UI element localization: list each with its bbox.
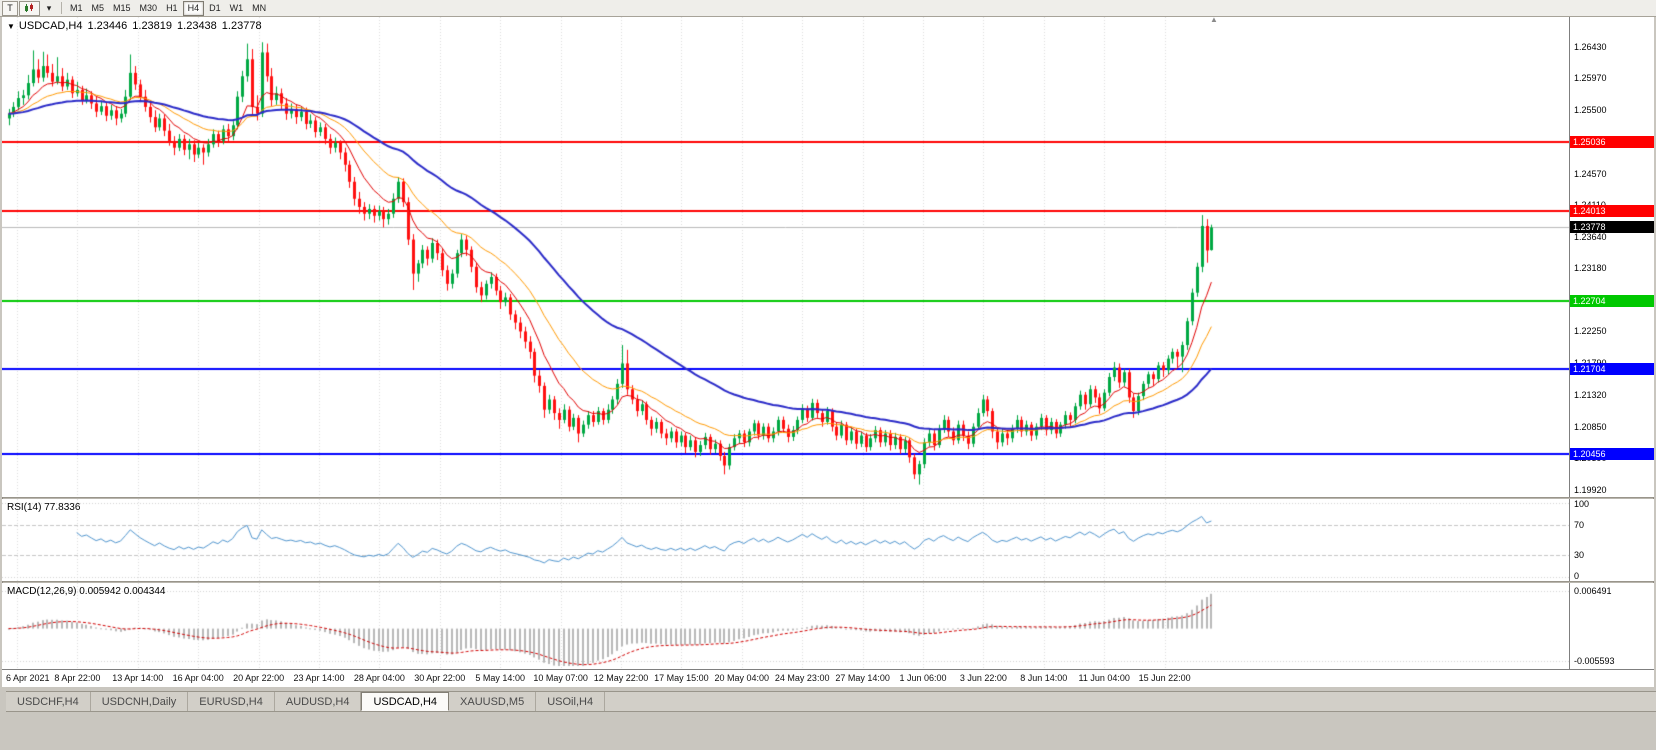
rsi-label: RSI(14) 77.8336 — [7, 502, 81, 513]
ohlc-open: 1.23446 — [87, 20, 128, 32]
chart-title: ▼ USDCAD,H4 1.23446 1.23819 1.23438 1.23778 — [7, 20, 262, 32]
timeframe-button-m30[interactable]: M30 — [139, 3, 158, 13]
rsi-tick: 100 — [1574, 499, 1590, 509]
price-chart-canvas[interactable] — [2, 17, 1569, 497]
main-price-pane: ▼ USDCAD,H4 1.23446 1.23819 1.23438 1.23778 ▲… — [2, 17, 1654, 497]
chart-menu-caret-icon[interactable]: ▼ — [7, 22, 15, 31]
macd-axis[interactable]: 0.006491 -0.005593 — [1569, 583, 1654, 669]
price-axis[interactable]: 1.264301.259701.255001.250301.245701.241… — [1569, 17, 1654, 497]
pane-splitter[interactable] — [2, 497, 1654, 499]
time-tick: 27 May 14:00 — [835, 673, 890, 683]
time-tick: 1 Jun 06:00 — [899, 673, 947, 683]
timeframe-toolbar: M1 M5 M15 M30 H1 H4 D1 W1 MN — [66, 0, 270, 16]
time-tick: 20 May 04:00 — [714, 673, 770, 683]
hline-price-badge: 1.21704 — [1570, 362, 1654, 375]
price-tick: 1.25500 — [1574, 105, 1607, 116]
chart-symbol-period: USDCAD,H4 — [18, 20, 83, 32]
timeframe-button-m1[interactable]: M1 — [70, 3, 83, 13]
chart-tabs-region: USDCHF,H4 USDCNH,Daily EURUSD,H4 AUDUSD,H4 U… — [0, 691, 1656, 712]
time-tick: 11 Jun 04:00 — [1078, 673, 1130, 683]
hline-price-badge: 1.20456 — [1570, 447, 1654, 460]
timeframe-button-m5[interactable]: M5 — [91, 3, 105, 13]
time-tick: 10 May 07:00 — [533, 673, 588, 683]
rsi-pane: RSI(14) 77.8336 100 70 30 0 — [2, 499, 1654, 581]
macd-plot-area[interactable]: MACD(12,26,9) 0.005942 0.004344 — [2, 583, 1569, 669]
time-tick: 8 Apr 22:00 — [54, 673, 101, 683]
time-tick: 15 Jun 22:00 — [1138, 673, 1191, 683]
chart-tool-button[interactable]: T — [2, 0, 18, 16]
price-tick: 1.22250 — [1574, 326, 1607, 337]
time-tick: 30 Apr 22:00 — [414, 673, 466, 683]
timeframe-button-h4[interactable]: H4 — [182, 0, 205, 16]
candlestick-icon — [25, 3, 33, 12]
macd-tick: -0.005593 — [1574, 656, 1615, 666]
time-tick: 23 Apr 14:00 — [293, 673, 345, 683]
chart-tab-eurusd[interactable]: EURUSD,H4 — [188, 692, 275, 711]
chart-toolbar: T ▾ M1 M5 M15 M30 H1 H4 D1 W1 MN — [0, 0, 1656, 17]
timeframe-button-m15[interactable]: M15 — [113, 3, 131, 13]
rsi-tick: 70 — [1574, 520, 1585, 531]
time-axis[interactable]: 6 Apr 2021 8 Apr 22:00 13 Apr 14:00 16 Apr … — [2, 669, 1654, 687]
price-tick: 1.19920 — [1574, 484, 1607, 495]
macd-tick: 0.006491 — [1574, 586, 1612, 596]
hline-price-badge: 1.25036 — [1570, 135, 1654, 148]
time-tick: 3 Jun 22:00 — [959, 673, 1007, 683]
time-tick: 5 May 14:00 — [475, 673, 525, 683]
chart-tab-bar: USDCHF,H4 USDCNH,Daily EURUSD,H4 AUDUSD,H4 U… — [6, 691, 1656, 712]
macd-label: MACD(12,26,9) 0.005942 0.004344 — [7, 586, 166, 597]
ohlc-close: 1.23778 — [221, 20, 262, 32]
time-tick: 12 May 22:00 — [593, 673, 649, 683]
price-tick: 1.24570 — [1574, 168, 1607, 179]
macd-canvas[interactable] — [2, 583, 1569, 669]
ohlc-high: 1.23819 — [132, 20, 173, 32]
price-tick: 1.23640 — [1574, 231, 1607, 242]
chart-tab-xauusd[interactable]: XAUUSD,M5 — [449, 692, 537, 711]
price-tick: 1.20850 — [1574, 421, 1607, 432]
hline-price-badge: 1.24013 — [1570, 205, 1654, 218]
rsi-canvas[interactable] — [2, 499, 1569, 581]
timeframe-button-mn[interactable]: MN — [252, 3, 267, 13]
timeframe-button-w1[interactable]: W1 — [229, 3, 244, 13]
time-tick: 16 Apr 04:00 — [172, 673, 224, 683]
time-tick: 24 May 23:00 — [774, 673, 830, 683]
chart-tab-usdcad[interactable]: USDCAD,H4 — [361, 692, 450, 711]
rsi-plot-area[interactable]: RSI(14) 77.8336 — [2, 499, 1569, 581]
chart-tab-usdchf[interactable]: USDCHF,H4 — [6, 692, 91, 711]
chart-tab-usoil[interactable]: USOil,H4 — [536, 692, 606, 711]
rsi-axis[interactable]: 100 70 30 0 — [1569, 499, 1654, 581]
rsi-tick: 0 — [1574, 571, 1580, 581]
time-tick: 17 May 15:00 — [654, 673, 709, 683]
chart-tab-usdcnh[interactable]: USDCNH,Daily — [91, 692, 189, 711]
timeframe-button-h1[interactable]: H1 — [166, 3, 178, 13]
hline-price-badge: 1.22704 — [1570, 294, 1654, 307]
price-tick: 1.25970 — [1574, 73, 1607, 84]
toolbar-separator — [61, 2, 62, 14]
chart-tab-audusd[interactable]: AUDUSD,H4 — [275, 692, 362, 711]
price-tick: 1.24110 — [1574, 200, 1606, 210]
time-tick: 13 Apr 14:00 — [112, 673, 164, 683]
price-tick: 1.23180 — [1574, 263, 1607, 274]
rsi-tick: 30 — [1574, 549, 1585, 560]
price-tick: 1.26430 — [1574, 42, 1607, 52]
time-tick: 6 Apr 2021 — [6, 673, 50, 683]
timeframe-button-d1[interactable]: D1 — [209, 3, 221, 13]
macd-pane: MACD(12,26,9) 0.005942 0.004344 0.006491… — [2, 583, 1654, 669]
time-tick: 28 Apr 04:00 — [353, 673, 405, 683]
price-tick: 1.21320 — [1574, 389, 1607, 400]
chart-type-icon[interactable] — [19, 0, 40, 16]
chart-shift-marker[interactable]: ▲ — [1210, 17, 1218, 24]
time-tick: 20 Apr 22:00 — [233, 673, 285, 683]
main-plot-area[interactable]: ▼ USDCAD,H4 1.23446 1.23819 1.23438 1.23778 ▲ — [2, 17, 1569, 497]
current-price-badge: 1.23778 — [1570, 221, 1654, 234]
pane-splitter[interactable] — [2, 581, 1654, 583]
chart-window: ▼ USDCAD,H4 1.23446 1.23819 1.23438 1.23778 ▲… — [2, 17, 1654, 687]
chart-dropdown-caret-icon[interactable]: ▾ — [46, 2, 52, 13]
time-tick: 8 Jun 14:00 — [1020, 673, 1068, 683]
ohlc-low: 1.23438 — [177, 20, 217, 32]
